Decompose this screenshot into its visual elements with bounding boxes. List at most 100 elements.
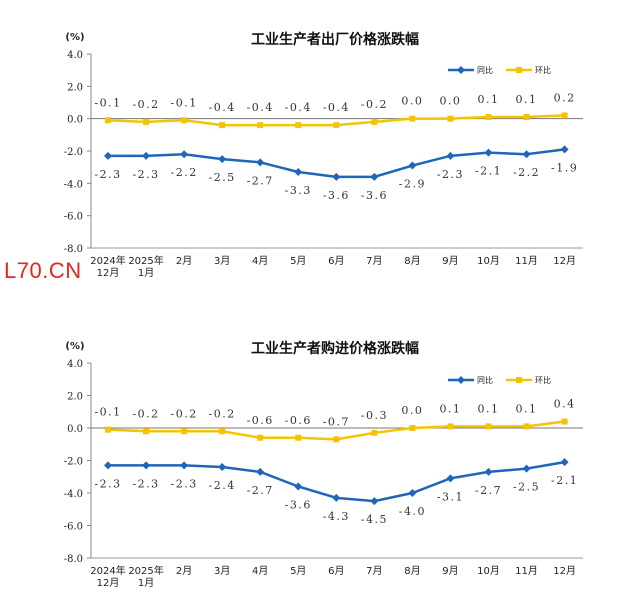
chart2-x-tick-label: 12月 (97, 577, 120, 589)
chart2-series-1-data-label: -4.5 (361, 513, 388, 526)
chart2-y-tick-label: -8.0 (64, 554, 83, 565)
chart2-series-1-data-label: -2.3 (132, 477, 159, 490)
chart2-legend-label-1: 同比 (477, 375, 493, 385)
chart2-series-2-point (333, 436, 340, 443)
chart1-series-2-point (295, 122, 302, 129)
chart1-y-tick-label: -4.0 (64, 179, 83, 190)
chart1-series-1-data-label: -3.6 (323, 189, 350, 202)
chart2-series-1-point (218, 463, 227, 471)
chart2-series-2-data-label: -0.2 (209, 407, 236, 420)
chart2-series-1-data-label: -2.5 (513, 481, 540, 494)
chart1-series-2-data-label: -0.1 (94, 96, 121, 109)
chart2-series-1-point (104, 461, 112, 470)
chart1-series-2-data-label: -0.4 (323, 101, 350, 114)
chart2-series-2-data-label: -0.2 (132, 407, 159, 420)
chart1-series-1-point (446, 151, 455, 160)
chart1-series-1-data-label: -2.3 (132, 168, 159, 181)
chart2-series-2-data-label: -0.6 (247, 414, 274, 427)
chart1-x-tick-label: 8月 (404, 255, 420, 267)
chart1-x-tick-label: 2024年 (90, 254, 125, 267)
chart2-series-1-data-label: -2.7 (475, 484, 502, 497)
chart2-x-tick-label: 2024年 (90, 564, 125, 577)
chart2-x-tick-label: 2025年 (128, 564, 163, 577)
chart1-series-2-data-label: -0.4 (285, 101, 312, 114)
chart2-legend-label-2: 环比 (535, 375, 551, 385)
chart1-title: 工业生产者出厂价格涨跌幅 (251, 31, 419, 48)
chart1-series-1-point (104, 151, 112, 160)
chart2-y-tick-label: -4.0 (64, 489, 83, 500)
chart1-series-2-point (333, 122, 340, 129)
chart1-series-1-point (560, 145, 569, 154)
chart2-series-2-data-label: -0.1 (94, 406, 121, 419)
chart1-series-1-data-label: -3.3 (285, 184, 312, 197)
chart2-series-2-data-label: 0.1 (516, 402, 538, 415)
chart1-series-2-data-label: 0.2 (554, 91, 576, 104)
chart1-x-tick-label: 6月 (328, 255, 344, 267)
chart1-y-tick-label: 0.0 (67, 115, 83, 126)
chart2-title: 工业生产者购进价格涨跌幅 (251, 340, 419, 357)
chart2-series-1-data-label: -4.0 (399, 505, 426, 518)
chart2-series-2-point (105, 426, 111, 433)
chart1-series-1-data-label: -2.2 (170, 166, 197, 179)
chart2-series-2-point (409, 425, 416, 431)
chart2-series-2-data-label: 0.1 (478, 402, 500, 415)
chart1-series-1-point (256, 158, 265, 167)
chart1-series-2-point (447, 115, 454, 122)
chart1-y-tick-label: 2.0 (67, 82, 83, 93)
chart2-x-tick-label: 3月 (214, 565, 230, 577)
chart2-y-tick-label: -6.0 (64, 522, 83, 533)
chart1-series-2-point (561, 112, 568, 119)
chart1-series-1-point (218, 155, 227, 164)
chart1-legend-marker-2 (516, 67, 522, 73)
chart2-series-1-data-label: -2.7 (247, 484, 274, 497)
chart1-series-1-data-label: -2.9 (399, 178, 426, 191)
chart2-series-2-point (181, 428, 188, 435)
chart1-series-2-point (371, 118, 378, 125)
chart2-series-1-data-label: -4.3 (323, 510, 350, 523)
chart2-series-2-point (257, 434, 264, 441)
chart2-series-1-point (408, 489, 417, 497)
chart1-series-2-point (181, 117, 188, 124)
chart2-series-2-point (561, 418, 568, 425)
chart1-legend-marker-1 (457, 66, 465, 74)
chart1-series-2-point (485, 114, 492, 121)
chart2-x-tick-label: 10月 (477, 565, 500, 577)
chart1-series-2-data-label: 0.0 (401, 95, 423, 108)
chart1-series-2-point (409, 115, 416, 122)
chart2-series-1-data-label: -2.3 (170, 477, 197, 490)
chart1-series-1-point (370, 172, 379, 181)
chart2-x-tick-label: 6月 (328, 565, 344, 577)
chart2-x-tick-label: 11月 (515, 565, 538, 577)
chart1-series-1-data-label: -2.2 (513, 166, 540, 179)
chart2-legend-marker-1 (457, 376, 465, 384)
chart1-series-1-data-label: -3.6 (361, 189, 388, 202)
chart1-x-tick-label: 4月 (252, 255, 268, 267)
chart1-x-tick-label: 7月 (366, 255, 382, 267)
chart1-series-2-data-label: -0.4 (247, 101, 274, 114)
chart1-x-tick-label: 1月 (138, 267, 154, 279)
chart2-series-2-point (295, 434, 302, 441)
chart1-series-2-data-label: 0.0 (439, 95, 461, 108)
chart1-series-1-data-label: -1.9 (551, 161, 578, 174)
chart2-series-1-point (446, 474, 455, 483)
chart1-x-tick-label: 2月 (176, 255, 192, 267)
chart2-series-1-point (180, 461, 189, 470)
chart1-y-tick-label: -2.0 (64, 147, 83, 158)
chart2-series-1-point (484, 467, 493, 476)
chart1-y-tick-label: -8.0 (64, 244, 83, 255)
chart1-x-tick-label: 3月 (214, 255, 230, 267)
chart1-x-tick-label: 9月 (442, 255, 458, 267)
chart2-y-tick-label: 2.0 (67, 392, 83, 403)
chart2-series-2-point (485, 423, 492, 430)
watermark-text: L70.CN (4, 258, 82, 283)
chart2-series-1-data-label: -3.1 (437, 490, 464, 503)
chart2-series-2-point (523, 423, 530, 430)
chart1-x-tick-label: 11月 (515, 255, 538, 267)
chart2-series-2-data-label: -0.7 (323, 415, 350, 428)
chart2-x-tick-label: 8月 (404, 565, 420, 577)
chart2-x-tick-label: 4月 (252, 565, 268, 577)
chart1-series-1-point (332, 172, 341, 181)
chart2-series-2-data-label: 0.1 (439, 402, 461, 415)
chart1-series-1-point (484, 148, 493, 157)
chart2-series-1-point (256, 467, 265, 476)
